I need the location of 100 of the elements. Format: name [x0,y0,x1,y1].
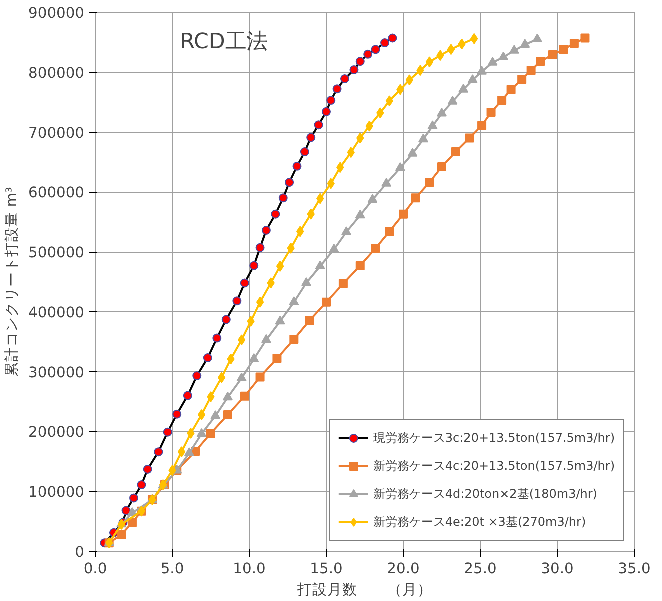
point [183,391,192,400]
point [465,134,474,143]
point [326,96,336,106]
point [425,178,434,188]
point [418,134,429,143]
point [332,84,342,94]
point [128,518,137,528]
point [580,34,590,43]
point [212,334,222,343]
point [532,34,542,43]
point [428,120,438,130]
point [117,530,126,540]
point [408,148,418,157]
point [290,334,299,344]
point [570,39,579,48]
x-axis-title: 打設月数 （月） [296,582,432,598]
y-tick-label: 100000 [28,484,85,502]
point [240,392,250,401]
point [249,354,260,362]
point [261,334,272,344]
x-tick-label: 35.0 [618,560,651,578]
x-tick-label: 10.0 [233,560,266,578]
point [478,121,487,130]
point [356,261,365,270]
y-tick-label: 500000 [28,244,85,262]
point [355,210,366,219]
point [356,57,365,66]
point [486,108,496,118]
y-tick-label: 400000 [28,304,85,322]
point [163,428,172,437]
point [240,278,250,288]
y-tick-label: 700000 [28,124,85,142]
point [236,372,247,382]
point [520,39,530,48]
point [222,392,233,401]
y-tick-label: 0 [75,544,85,561]
point [411,194,420,203]
point [338,279,348,288]
point [292,162,302,171]
point [468,74,478,84]
point [447,44,456,56]
point [548,50,558,60]
y-tick-label: 600000 [28,184,85,202]
point [342,226,352,236]
point [498,52,509,61]
point [526,66,536,76]
point [451,148,460,157]
point [380,38,390,48]
point [518,75,527,84]
x-tick-label: 20.0 [387,560,420,578]
y-tick-label: 900000 [28,5,85,22]
point [536,57,546,66]
point [395,162,406,172]
legend-label: 新労務ケース4d:20ton×2基(180m3/hr) [373,486,598,502]
point [198,409,206,420]
point [296,226,304,238]
y-tick-label: 800000 [28,64,85,82]
point [437,108,447,117]
point [301,278,312,286]
point [315,260,326,270]
point [271,210,280,219]
point [368,194,378,204]
point [256,296,264,308]
point [477,66,488,75]
point [210,410,221,420]
point [385,227,394,236]
point [458,84,469,93]
point [306,133,316,142]
point [322,107,331,116]
point [218,372,226,384]
point [329,244,340,253]
y-tick-label: 300000 [28,364,85,382]
point [305,316,314,326]
point [322,298,331,307]
point [371,45,380,54]
point [122,506,131,516]
point [143,464,152,474]
point [250,261,259,270]
point [262,226,271,235]
point [184,448,194,456]
point [275,316,286,325]
point [314,120,324,130]
point [203,354,212,363]
point [137,480,146,490]
point [278,194,288,203]
point [488,57,498,66]
point [388,34,398,43]
point [272,354,282,364]
legend-label: 現労務ケース3c:20+13.5ton(157.5m3/hr) [373,430,615,446]
point [232,296,242,306]
text: RCD工法 [180,29,268,54]
point [300,148,310,157]
point [118,519,126,530]
legend-label: 新労務ケース4e:20t ×3基(270m3/hr) [373,514,586,530]
point [448,96,458,105]
point [340,74,350,84]
point [350,66,359,74]
point [222,315,231,324]
legend-label: 新労務ケース4c:20+13.5ton(157.5m3/hr) [373,458,615,474]
point [506,85,516,94]
